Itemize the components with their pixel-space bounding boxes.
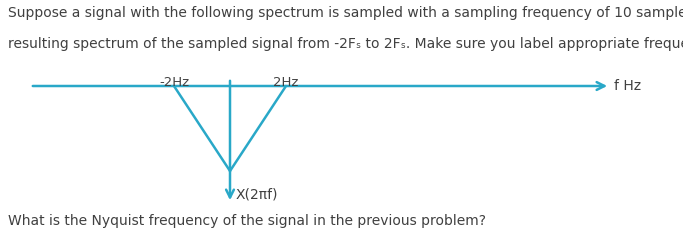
Text: 2Hz: 2Hz xyxy=(273,76,298,89)
Text: resulting spectrum of the sampled signal from -2Fₛ to 2Fₛ. Make sure you label a: resulting spectrum of the sampled signal… xyxy=(8,37,683,51)
Text: X(2πf): X(2πf) xyxy=(236,187,279,201)
Text: Suppose a signal with the following spectrum is sampled with a sampling frequenc: Suppose a signal with the following spec… xyxy=(8,6,683,20)
Text: f Hz: f Hz xyxy=(614,79,641,93)
Text: -2Hz: -2Hz xyxy=(159,76,189,89)
Text: What is the Nyquist frequency of the signal in the previous problem?: What is the Nyquist frequency of the sig… xyxy=(8,214,486,228)
